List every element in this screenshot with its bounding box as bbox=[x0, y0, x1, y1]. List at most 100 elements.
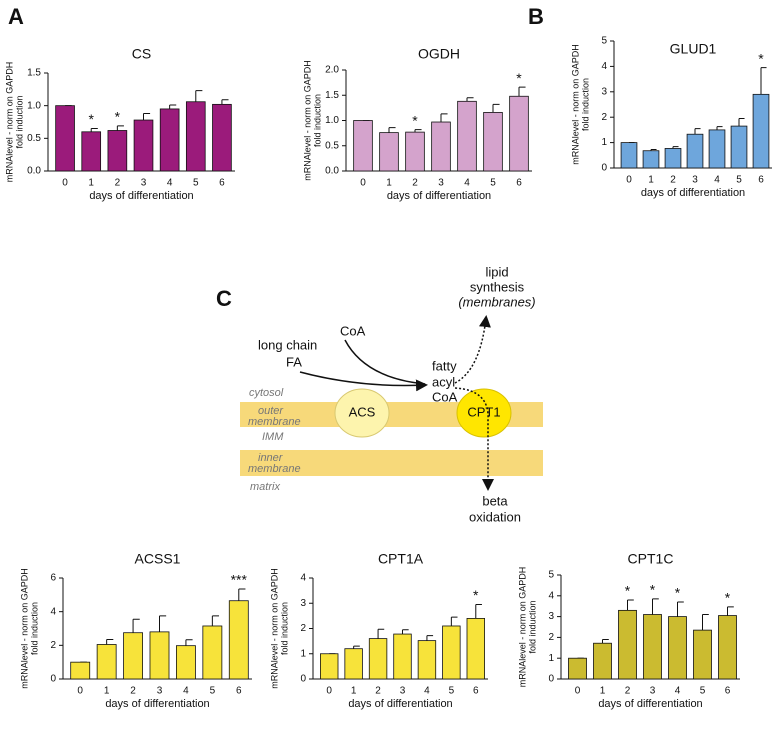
label: beta bbox=[482, 493, 508, 508]
y-tick-label: 1 bbox=[300, 648, 306, 659]
error-bar bbox=[159, 615, 167, 632]
label: inner bbox=[258, 452, 284, 464]
error-bar bbox=[211, 615, 220, 626]
y-tick-label: 3 bbox=[548, 611, 554, 622]
x-tick-label: 5 bbox=[490, 178, 496, 189]
x-tick-label: 2 bbox=[375, 686, 381, 697]
x-tick-label: 0 bbox=[360, 178, 366, 189]
bar bbox=[405, 131, 425, 172]
bar bbox=[96, 644, 117, 680]
x-tick-label: 6 bbox=[516, 178, 522, 189]
y-axis-label: mRNAlevel - norm on GAPDH bbox=[4, 62, 14, 183]
x-tick-label: 5 bbox=[449, 686, 455, 697]
panel-label: B bbox=[528, 4, 544, 29]
label: fatty bbox=[432, 358, 457, 373]
x-axis-label: days of differentiation bbox=[641, 187, 745, 199]
x-axis-label: days of differentiation bbox=[348, 698, 452, 710]
y-tick-label: 2 bbox=[50, 640, 56, 651]
bar bbox=[509, 95, 529, 172]
bar bbox=[379, 132, 399, 172]
error-bar bbox=[760, 67, 767, 95]
x-tick-label: 1 bbox=[351, 686, 357, 697]
error-bar bbox=[353, 645, 360, 649]
x-tick-label: 1 bbox=[648, 175, 654, 186]
y-tick-label: 1.5 bbox=[325, 90, 339, 101]
x-tick-label: 4 bbox=[714, 175, 720, 186]
x-tick-label: 5 bbox=[700, 686, 706, 697]
x-tick-label: 0 bbox=[575, 686, 581, 697]
error-bar bbox=[727, 606, 734, 616]
error-bar bbox=[426, 635, 434, 641]
x-tick-label: 2 bbox=[115, 178, 121, 189]
x-tick-label: 0 bbox=[62, 178, 68, 189]
bar bbox=[483, 112, 503, 172]
error-bar bbox=[466, 97, 474, 102]
x-tick-label: 2 bbox=[130, 686, 136, 697]
bar bbox=[212, 103, 232, 172]
label: membrane bbox=[248, 463, 301, 475]
x-tick-label: 0 bbox=[326, 686, 332, 697]
x-tick-label: 3 bbox=[400, 686, 406, 697]
x-tick-label: 1 bbox=[600, 686, 606, 697]
bar bbox=[642, 150, 660, 169]
y-tick-label: 4 bbox=[50, 606, 56, 617]
error-bar bbox=[492, 103, 500, 113]
error-bar bbox=[475, 604, 482, 619]
y-tick-label: 4 bbox=[300, 573, 306, 584]
label: (membranes) bbox=[458, 294, 535, 309]
bar bbox=[123, 632, 143, 680]
bar bbox=[70, 661, 91, 680]
bar bbox=[159, 108, 180, 172]
bar bbox=[55, 105, 75, 172]
y-tick-label: 0.5 bbox=[325, 140, 339, 151]
x-tick-label: 3 bbox=[438, 178, 444, 189]
bar bbox=[320, 653, 339, 680]
y-tick-label: 0 bbox=[300, 674, 306, 685]
significance-label: * bbox=[725, 590, 731, 606]
bar bbox=[643, 614, 662, 680]
significance-label: * bbox=[516, 70, 522, 86]
label: lipid bbox=[485, 264, 508, 279]
x-tick-label: 6 bbox=[473, 686, 479, 697]
y-axis-label: mRNAlevel - norm on GAPDH bbox=[269, 568, 279, 689]
significance-label: * bbox=[650, 582, 656, 598]
y-tick-label: 4 bbox=[548, 590, 554, 601]
label: acyl bbox=[432, 374, 455, 389]
error-bar bbox=[702, 614, 709, 631]
x-tick-label: 0 bbox=[77, 686, 83, 697]
y-axis-label: mRNAlevel - norm on GAPDH bbox=[517, 567, 527, 688]
bar bbox=[730, 125, 748, 169]
y-axis-label: fold induction bbox=[29, 602, 39, 655]
y-tick-label: 5 bbox=[548, 570, 554, 581]
label: long chain bbox=[258, 337, 317, 352]
error-bar bbox=[169, 104, 177, 109]
acs-protein bbox=[334, 388, 390, 438]
y-tick-label: 0 bbox=[548, 674, 554, 685]
inner-membrane bbox=[240, 450, 543, 476]
significance-label: * bbox=[412, 112, 418, 128]
significance-label: * bbox=[758, 50, 764, 66]
x-axis-label: days of differentiation bbox=[387, 190, 491, 202]
x-tick-label: 4 bbox=[167, 178, 173, 189]
panel-label: C bbox=[216, 286, 232, 311]
bar bbox=[176, 645, 196, 680]
error-bar bbox=[90, 128, 98, 132]
arrow bbox=[299, 371, 428, 392]
x-tick-label: 3 bbox=[692, 175, 698, 186]
bar bbox=[353, 120, 373, 172]
x-tick-label: 3 bbox=[157, 686, 163, 697]
label: cytosol bbox=[249, 387, 284, 399]
error-bar bbox=[440, 113, 448, 123]
significance-label: * bbox=[625, 583, 631, 599]
chart-title: OGDH bbox=[418, 46, 460, 62]
bar bbox=[457, 100, 477, 172]
chart-title: GLUD1 bbox=[670, 41, 717, 57]
x-tick-label: 6 bbox=[758, 175, 764, 186]
y-tick-label: 0 bbox=[601, 163, 607, 174]
significance-label: * bbox=[115, 109, 121, 125]
x-tick-label: 4 bbox=[424, 686, 430, 697]
x-tick-label: 5 bbox=[193, 178, 199, 189]
x-tick-label: 4 bbox=[464, 178, 470, 189]
bar bbox=[664, 148, 682, 169]
bar bbox=[752, 93, 770, 169]
